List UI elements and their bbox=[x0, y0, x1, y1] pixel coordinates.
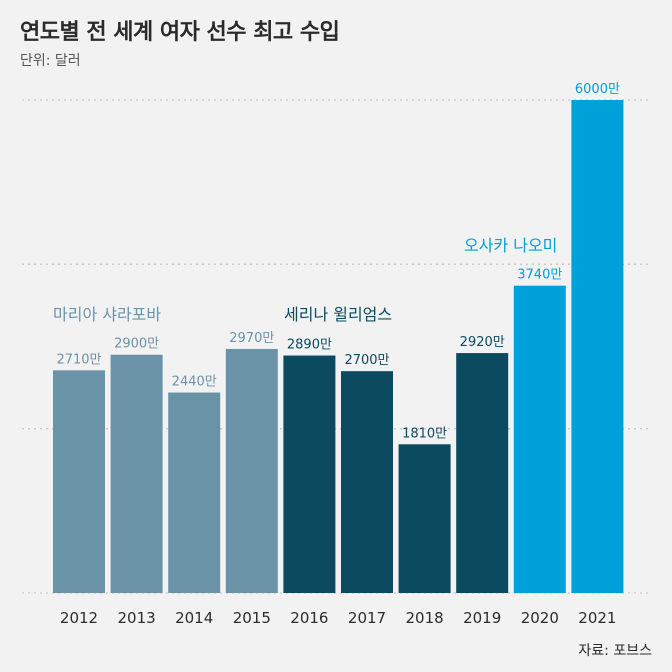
bar-2020 bbox=[513, 285, 566, 593]
value-label-2015: 2970만 bbox=[229, 331, 274, 346]
bar-2018 bbox=[398, 444, 451, 593]
x-tick-2016: 2016 bbox=[290, 609, 328, 627]
bar-2012 bbox=[53, 370, 105, 593]
value-label-2021: 6000만 bbox=[575, 82, 620, 97]
x-tick-2012: 2012 bbox=[60, 609, 98, 627]
bar-2016 bbox=[283, 355, 336, 593]
bar-2014 bbox=[168, 392, 221, 593]
annotation-sharapova: 마리아 샤라포바 bbox=[53, 305, 161, 324]
bar-2019 bbox=[456, 353, 509, 593]
chart-title: 연도별 전 세계 여자 선수 최고 수입 bbox=[20, 20, 340, 45]
value-label-2018: 1810만 bbox=[402, 426, 447, 441]
annotation-osaka: 오사카 나오미 bbox=[464, 236, 557, 255]
unit-label: 단위: 달러 bbox=[20, 53, 81, 69]
annotation-williams: 세리나 윌리엄스 bbox=[284, 305, 392, 324]
x-tick-2015: 2015 bbox=[233, 609, 271, 627]
value-label-2012: 2710만 bbox=[56, 352, 101, 367]
value-label-2014: 2440만 bbox=[172, 375, 217, 390]
x-tick-2013: 2013 bbox=[118, 609, 156, 627]
value-label-2019: 2920만 bbox=[460, 335, 505, 350]
x-tick-2020: 2020 bbox=[521, 609, 559, 627]
x-tick-2021: 2021 bbox=[578, 609, 616, 627]
source-label: 자료: 포브스 bbox=[578, 643, 652, 659]
x-tick-2018: 2018 bbox=[406, 609, 444, 627]
value-label-2020: 3740만 bbox=[517, 268, 562, 283]
value-label-2013: 2900만 bbox=[114, 337, 159, 352]
bar-2013 bbox=[110, 354, 163, 593]
bar-2017 bbox=[341, 371, 393, 593]
x-tick-2019: 2019 bbox=[463, 609, 501, 627]
x-tick-2014: 2014 bbox=[175, 609, 213, 627]
bar-2021 bbox=[571, 100, 624, 593]
x-tick-2017: 2017 bbox=[348, 609, 386, 627]
bar-2015 bbox=[225, 348, 278, 593]
value-label-2016: 2890만 bbox=[287, 338, 332, 353]
value-label-2017: 2700만 bbox=[344, 353, 389, 368]
